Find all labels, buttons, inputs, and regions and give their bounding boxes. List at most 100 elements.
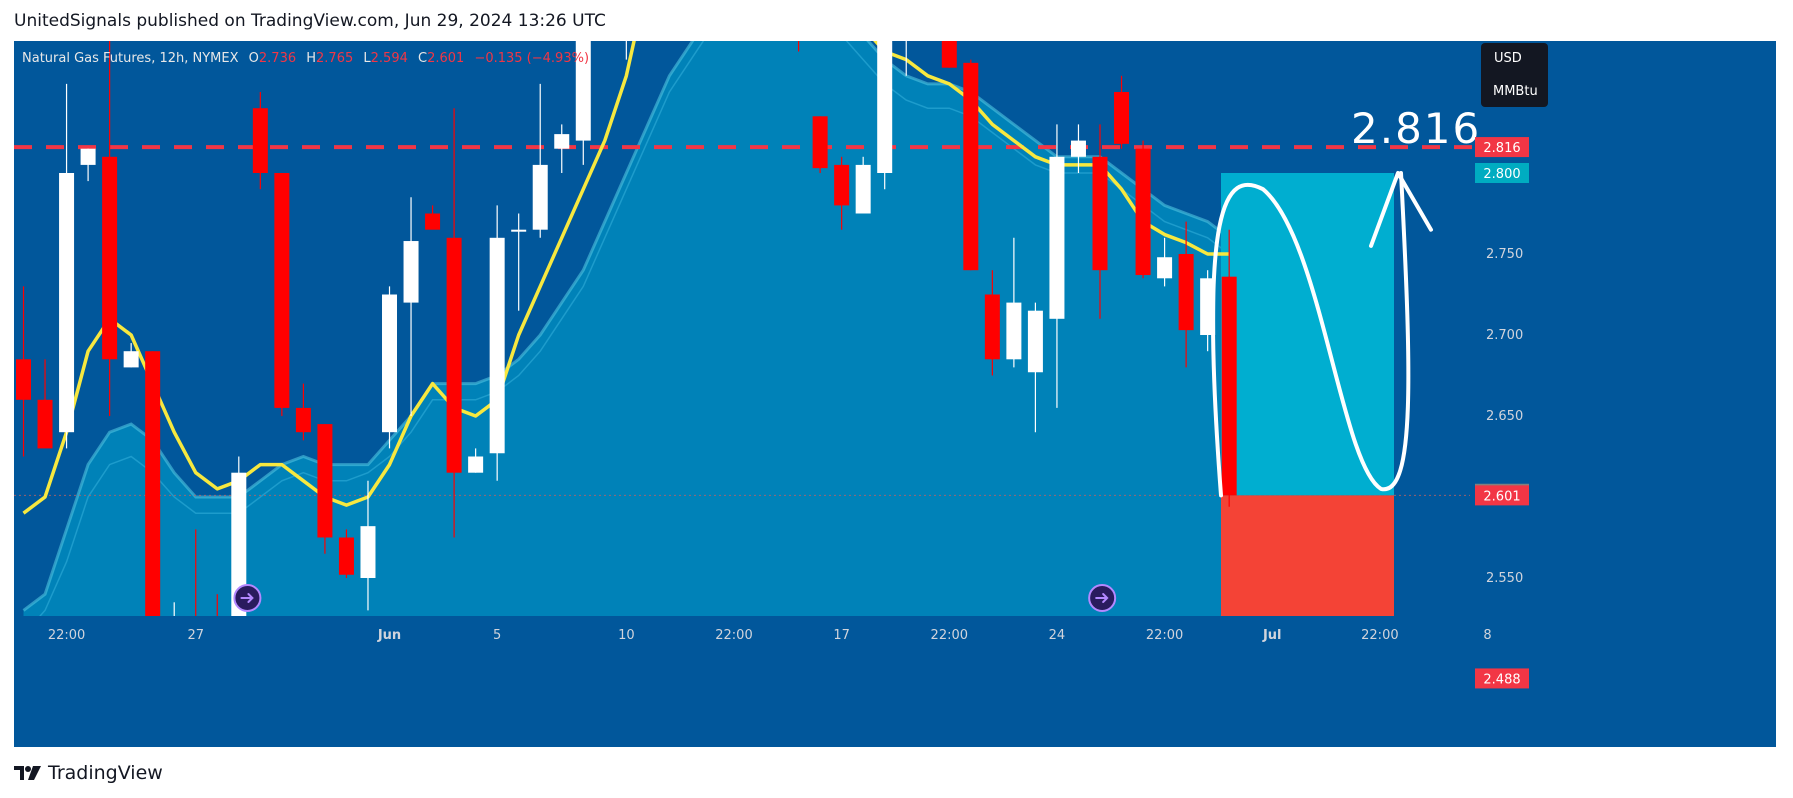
x-axis-tick-label: 24 (1049, 628, 1066, 643)
candle[interactable] (834, 156, 850, 230)
x-axis-tick-label: 22:00 (931, 628, 968, 643)
candle[interactable] (1092, 124, 1108, 319)
y-axis-tick-label: 2.750 (1486, 247, 1523, 262)
candle-body (1092, 156, 1108, 271)
candle-body (877, 11, 893, 173)
candle[interactable] (1006, 237, 1022, 368)
chart-panel[interactable]: 2.5002.5502.6002.6502.7002.7502.8002.850… (14, 0, 1776, 747)
price-label-bg (1475, 163, 1529, 183)
candle-body (317, 424, 333, 538)
candle[interactable] (877, 0, 893, 190)
price-label-bg (1475, 137, 1529, 158)
price-label-bg (1475, 668, 1529, 689)
candle-body (1178, 254, 1194, 331)
legend-symbol: Natural Gas Futures, 12h, NYMEX (22, 51, 239, 66)
price-axis-label: 2.800 (1475, 163, 1529, 183)
candle[interactable] (425, 205, 441, 230)
candle-body (855, 164, 871, 214)
candle-body (123, 351, 139, 368)
candle-body (468, 456, 484, 473)
legend-low: 2.594 (371, 51, 408, 66)
candle-body (1049, 156, 1065, 319)
candle[interactable] (274, 173, 290, 416)
candle-body (532, 164, 548, 230)
candle-body (446, 237, 462, 473)
candle[interactable] (468, 448, 484, 473)
indicator-cloud-fill (23, 0, 1230, 616)
x-axis-tick-label: 5 (493, 628, 501, 643)
candle[interactable] (360, 480, 376, 611)
candle-body (295, 407, 311, 433)
candle[interactable] (295, 383, 311, 441)
candle[interactable] (16, 286, 31, 457)
tradingview-logo-icon (14, 766, 41, 780)
candle[interactable] (252, 92, 268, 190)
x-axis-tick-label: 10 (618, 628, 635, 643)
candle[interactable] (338, 529, 354, 578)
candle[interactable] (1027, 302, 1043, 433)
price-label-text: 2.488 (1483, 672, 1520, 687)
price-axis-label: 2.488 (1475, 668, 1529, 689)
candle[interactable] (1178, 221, 1194, 368)
x-axis-tick-label: Jun (377, 628, 401, 643)
candle[interactable] (532, 83, 548, 238)
candle-body (1221, 276, 1237, 496)
target-annotation-text[interactable]: 2.816 (1351, 104, 1481, 153)
legend-close-label: C (418, 51, 427, 66)
x-axis-tick-label: 22:00 (715, 628, 752, 643)
candle[interactable] (1049, 124, 1065, 408)
price-label-text: 2.816 (1483, 141, 1520, 156)
candle[interactable] (1070, 124, 1086, 173)
candle[interactable] (382, 286, 398, 449)
target-zone-box[interactable] (1221, 173, 1394, 496)
x-axis-tick-label: 22:00 (1361, 628, 1398, 643)
forecast-arrow-head[interactable] (1369, 171, 1433, 248)
candle-body (360, 526, 376, 578)
event-marker-icon[interactable] (1088, 584, 1117, 612)
tradingview-branding[interactable]: TradingView (14, 762, 163, 784)
candle[interactable] (1221, 229, 1237, 507)
candle-body (274, 173, 290, 408)
candle[interactable] (80, 148, 96, 182)
candle-body (963, 62, 979, 271)
candle-body (1114, 92, 1130, 144)
candle[interactable] (511, 213, 527, 311)
price-chart[interactable]: 2.5002.5502.6002.6502.7002.7502.8002.850… (14, 0, 1776, 747)
candle-body (102, 156, 118, 360)
footer-brand-text: TradingView (48, 762, 163, 784)
x-axis-tick-label: 22:00 (48, 628, 85, 643)
candle[interactable] (1157, 237, 1173, 287)
candle[interactable] (941, 0, 957, 68)
candle-body (1157, 257, 1173, 279)
legend-high: 2.765 (316, 51, 353, 66)
candle[interactable] (855, 156, 871, 214)
candle[interactable] (554, 124, 570, 173)
candle-body (338, 537, 354, 575)
candle[interactable] (403, 197, 419, 416)
x-axis-tick-label: 8 (1483, 628, 1491, 643)
candle[interactable] (984, 270, 1000, 376)
candle-body (37, 399, 53, 449)
candle-body (403, 241, 419, 303)
candle[interactable] (446, 108, 462, 538)
candle[interactable] (489, 205, 505, 481)
candle-body (489, 237, 505, 454)
candle[interactable] (123, 343, 139, 368)
price-label-bg (1475, 485, 1529, 506)
candle[interactable] (145, 351, 161, 651)
x-axis-tick-label: 22:00 (1146, 628, 1183, 643)
candle[interactable] (102, 0, 118, 416)
legend-high-label: H (306, 51, 316, 66)
candle[interactable] (59, 83, 75, 449)
candle-body (59, 173, 75, 433)
candle-body (145, 351, 161, 651)
candle[interactable] (317, 424, 333, 554)
candle[interactable] (1135, 140, 1151, 279)
candle[interactable] (37, 359, 53, 449)
candle[interactable] (963, 59, 979, 271)
forecast-wave-drawing[interactable] (1210, 171, 1411, 498)
currency-badge[interactable]: USD MMBtu (1481, 43, 1548, 107)
candle[interactable] (1114, 75, 1130, 149)
candle[interactable] (812, 116, 828, 173)
event-marker-icon[interactable] (233, 584, 262, 612)
